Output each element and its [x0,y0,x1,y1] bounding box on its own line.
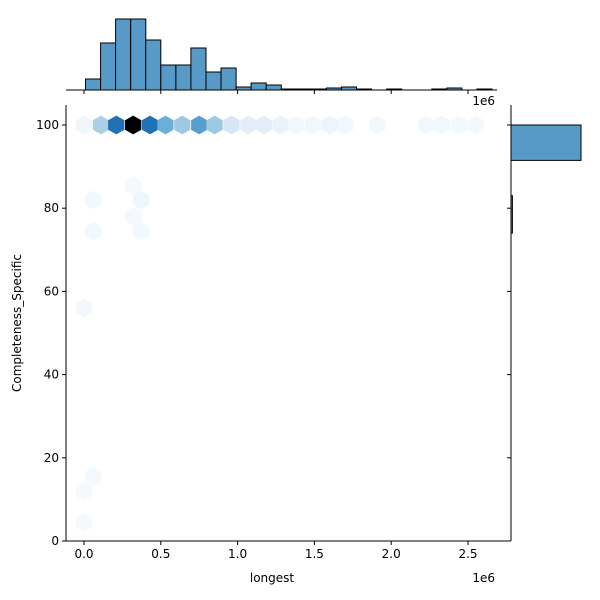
hexbin-cell [125,115,142,135]
histogram-bar [190,47,207,91]
histogram-bar [175,64,192,91]
histogram-bar [85,78,102,91]
hexbin-cell [85,467,102,486]
hexbin-cell [223,115,240,135]
right-marginal-histogram [510,105,582,541]
histogram-bar [356,88,373,91]
x-tick-label: 2.0 [382,547,401,561]
hexbin-cell [92,115,109,135]
y-tick-label: 40 [44,368,59,382]
histogram-bar [510,195,513,234]
histogram-bar [130,18,147,91]
histogram-bar [235,86,252,91]
hexbin-cell [125,175,142,195]
histogram-bar [115,18,132,91]
hexbin-cell [321,115,338,135]
hexbin-cell [125,207,142,226]
top-marginal-histogram [66,18,497,94]
histogram-bar [265,84,282,91]
hexbin-cell [85,190,102,210]
hexbin-cell [191,115,208,135]
main-axes: 0.0 0.5 1.0 1.5 2.0 2.5 0 20 40 60 80 100 [36,105,511,561]
histogram-bar [145,39,162,91]
hexbin-cell [304,115,321,135]
hexbin-cell [132,190,149,210]
x-axis-label: longest [250,571,295,585]
hexbin-cell [75,481,93,501]
histogram-bar [476,88,493,91]
hexbin-cell [174,115,191,135]
top-offset-label: 1e6 [472,94,495,108]
y-tick-label: 100 [36,118,59,132]
hexbin-cell [132,221,149,241]
y-axis-label: Completeness_Specific [10,254,24,392]
histogram-bar [446,87,463,91]
histogram-bar [325,87,342,91]
histogram-bar [100,42,117,91]
hexbin-cell [75,512,93,532]
histogram-bar [250,82,267,91]
histogram-bar [340,86,357,91]
hexbin-cell [433,115,450,135]
hexbin-cell [206,115,223,135]
x-tick-label: 0.5 [151,547,170,561]
hexbin-layer [75,115,484,532]
y-tick-label: 60 [44,284,59,298]
histogram-bar [431,88,448,91]
x-tick-label: 1.0 [228,547,247,561]
histogram-bar [310,88,327,91]
x-offset-label: 1e6 [472,571,495,585]
hexbin-cell [450,115,467,135]
hexbin-cell [369,115,386,135]
histogram-bar [160,64,177,91]
hexbin-cell [85,221,102,241]
histogram-bar [280,88,297,91]
hexbin-cell [75,115,93,135]
hexbin-cell [255,115,272,135]
x-tick-label: 2.5 [458,547,477,561]
hexbin-cell [337,115,354,135]
hexbin-cell [240,115,257,135]
hexbin-cell [467,115,484,135]
y-tick-label: 80 [44,201,59,215]
hexbin-cell [75,298,93,318]
x-tick-label: 1.5 [305,547,324,561]
histogram-bar [295,88,312,91]
hexbin-cell [108,115,125,135]
histogram-bar [205,71,222,91]
y-tick-label: 20 [44,451,59,465]
hexbin-cell [157,115,174,135]
histogram-bar [220,67,237,91]
hexbin-cell [418,115,435,135]
y-tick-label: 0 [51,534,59,548]
hexbin-cell [287,115,305,135]
hexbin-cell [141,115,159,135]
histogram-bar [510,124,582,161]
hexbin-cell [272,115,289,135]
x-tick-label: 0.0 [74,547,93,561]
histogram-bar [386,88,403,91]
